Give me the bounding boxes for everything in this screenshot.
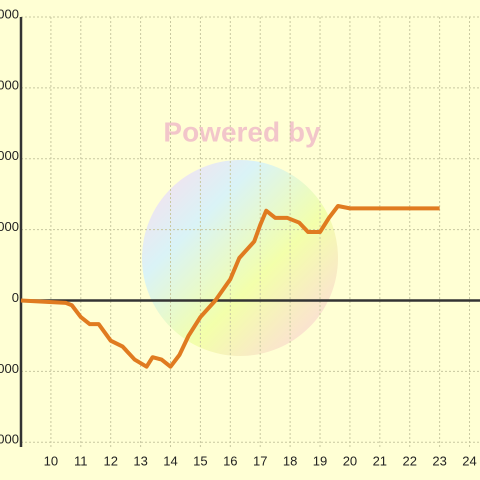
- x-tick-label: 12: [103, 453, 117, 468]
- x-tick-label: 14: [163, 453, 177, 468]
- y-tick-label: 6,000: [0, 148, 19, 163]
- x-tick-label: 15: [193, 453, 207, 468]
- x-tick-label: 18: [283, 453, 297, 468]
- x-tick-label: 11: [74, 453, 88, 468]
- x-tick-label: 19: [313, 453, 327, 468]
- x-tick-label: 16: [223, 453, 237, 468]
- x-tick-label: 20: [343, 453, 357, 468]
- y-tick-label: -6,000: [0, 432, 19, 447]
- x-tick-label: 21: [373, 453, 387, 468]
- x-tick-label: 24: [462, 453, 476, 468]
- watermark: Powered by: [163, 116, 321, 147]
- x-tick-label: 23: [432, 453, 446, 468]
- plot: -6,000 -3,000 0 3,000 6,000 9,000 12,000 10 11 12…: [0, 6, 480, 468]
- y-tick-label: 0: [12, 290, 19, 305]
- data-line: [20, 204, 440, 369]
- y-tick-label: -3,000: [0, 361, 19, 376]
- y-tick-label: 9,000: [0, 77, 19, 92]
- x-tick-label: 22: [402, 453, 416, 468]
- x-tick-label: 17: [253, 453, 267, 468]
- y-tick-label: 3,000: [0, 219, 19, 234]
- x-tick-label: 10: [44, 453, 58, 468]
- x-tick-label: 13: [133, 453, 147, 468]
- y-tick-label: 12,000: [0, 6, 19, 21]
